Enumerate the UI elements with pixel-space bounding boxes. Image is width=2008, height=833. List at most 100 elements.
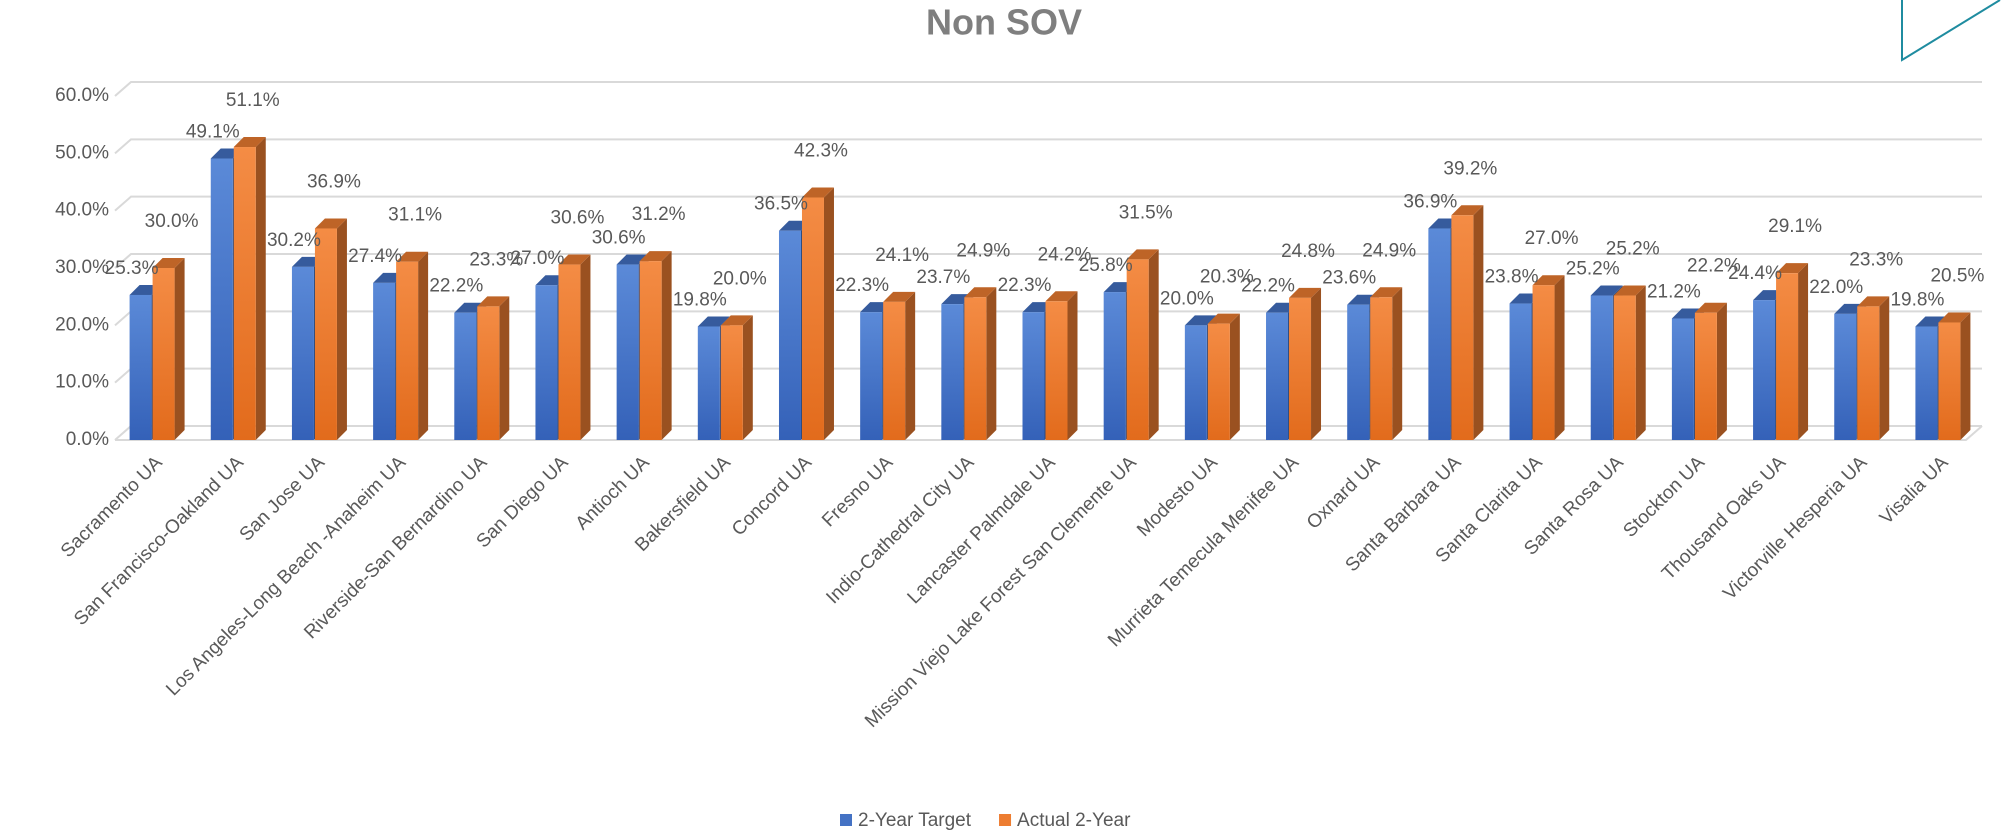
- bar: [1289, 297, 1312, 440]
- bar-side: [742, 315, 753, 440]
- bar: [860, 312, 883, 440]
- bar-top: [1857, 296, 1890, 307]
- bar-top: [1613, 285, 1646, 296]
- bar: [558, 264, 581, 440]
- bar-side: [1473, 205, 1484, 440]
- bar-side: [986, 287, 997, 440]
- bar: [1671, 318, 1694, 440]
- grid-line: [114, 253, 1982, 269]
- bar-side: [1148, 249, 1159, 440]
- bar: [129, 294, 152, 440]
- bar: [373, 282, 396, 440]
- data-label: 24.1%: [875, 245, 929, 266]
- bar-side: [255, 137, 266, 440]
- bar-side: [174, 258, 185, 440]
- bar-top: [1590, 285, 1623, 296]
- bar: [616, 264, 639, 440]
- data-label: 24.8%: [1281, 241, 1335, 262]
- bar-top: [1370, 287, 1403, 298]
- bar: [1207, 323, 1230, 440]
- data-label: 25.3%: [105, 258, 159, 279]
- bar: [1428, 228, 1451, 440]
- data-label: 23.8%: [1485, 267, 1539, 288]
- y-tick-label: 10.0%: [55, 372, 109, 393]
- data-label: 22.3%: [835, 275, 889, 296]
- bar: [778, 230, 801, 440]
- bar-top: [558, 254, 591, 265]
- bar-side: [1311, 287, 1322, 440]
- data-label: 25.2%: [1566, 259, 1620, 280]
- bar-side: [1554, 275, 1565, 440]
- bar: [941, 304, 964, 440]
- x-tick-label: San Francisco-Oakland UA: [70, 452, 248, 630]
- data-label: 23.3%: [1849, 249, 1903, 270]
- bar: [1753, 300, 1776, 440]
- bar-side: [905, 291, 916, 440]
- bar: [964, 297, 987, 440]
- data-label: 31.5%: [1119, 202, 1173, 223]
- bar-top: [477, 296, 510, 307]
- bar: [396, 261, 419, 440]
- data-label: 23.3%: [469, 249, 523, 270]
- bar: [1451, 215, 1474, 440]
- data-label: 23.7%: [916, 267, 970, 288]
- data-label: 31.2%: [632, 204, 686, 225]
- data-label: 23.6%: [1322, 268, 1376, 289]
- bar-top: [1694, 302, 1727, 313]
- bar-top: [1289, 287, 1322, 298]
- bar-top: [1207, 313, 1240, 324]
- bar: [1938, 322, 1961, 440]
- grid-line: [114, 138, 1982, 155]
- bar: [1776, 273, 1799, 440]
- bar-side: [1229, 313, 1240, 440]
- x-tick-label: Antioch UA: [572, 452, 654, 534]
- bar-side: [499, 296, 510, 440]
- y-tick-label: 60.0%: [55, 85, 109, 106]
- data-label: 24.4%: [1728, 263, 1782, 284]
- data-label: 22.2%: [429, 276, 483, 297]
- bar: [1022, 312, 1045, 440]
- data-label: 20.5%: [1930, 265, 1984, 286]
- data-label: 27.0%: [1525, 228, 1579, 249]
- data-label: 22.2%: [1687, 256, 1741, 277]
- bar: [454, 312, 477, 440]
- bar-side: [661, 251, 672, 440]
- x-tick-label: Visalia UA: [1876, 452, 1953, 529]
- data-label: 21.2%: [1647, 281, 1701, 302]
- bar-top: [720, 315, 753, 326]
- bar-top: [233, 137, 266, 148]
- data-label: 36.9%: [1403, 191, 1457, 212]
- y-tick-label: 20.0%: [55, 314, 109, 335]
- x-tick-label: Stockton UA: [1619, 452, 1709, 542]
- x-tick-label: Victorville Hesperia UA: [1719, 452, 1871, 604]
- x-tick-label: Indio-Cathedral City UA: [822, 452, 978, 608]
- grid-line: [114, 81, 1982, 97]
- data-label: 25.2%: [1606, 239, 1660, 260]
- bar-top: [801, 187, 834, 198]
- data-label: 20.3%: [1200, 267, 1254, 288]
- data-label: 19.8%: [1890, 289, 1944, 310]
- bar-side: [1635, 285, 1646, 440]
- data-label: 27.0%: [511, 248, 565, 269]
- legend-label: 2-Year Target: [858, 810, 972, 831]
- data-label: 30.2%: [267, 230, 321, 251]
- legend-swatch: [999, 814, 1012, 826]
- bar: [1103, 292, 1126, 440]
- bar: [1694, 312, 1717, 440]
- bar-top: [1776, 263, 1809, 274]
- bar: [314, 228, 337, 440]
- data-label: 51.1%: [226, 90, 280, 111]
- bar: [1045, 301, 1068, 440]
- bar-top: [1045, 291, 1078, 302]
- corner-decoration: [1901, 0, 2001, 62]
- legend-swatch: [840, 814, 852, 826]
- bar-side: [1879, 296, 1890, 440]
- data-label: 24.2%: [1038, 244, 1092, 265]
- bar: [477, 306, 500, 440]
- y-tick-label: 40.0%: [55, 200, 109, 221]
- bar-top: [152, 258, 185, 268]
- data-label: 22.0%: [1809, 277, 1863, 298]
- y-tick-label: 50.0%: [55, 142, 109, 163]
- bar-top: [1126, 249, 1159, 260]
